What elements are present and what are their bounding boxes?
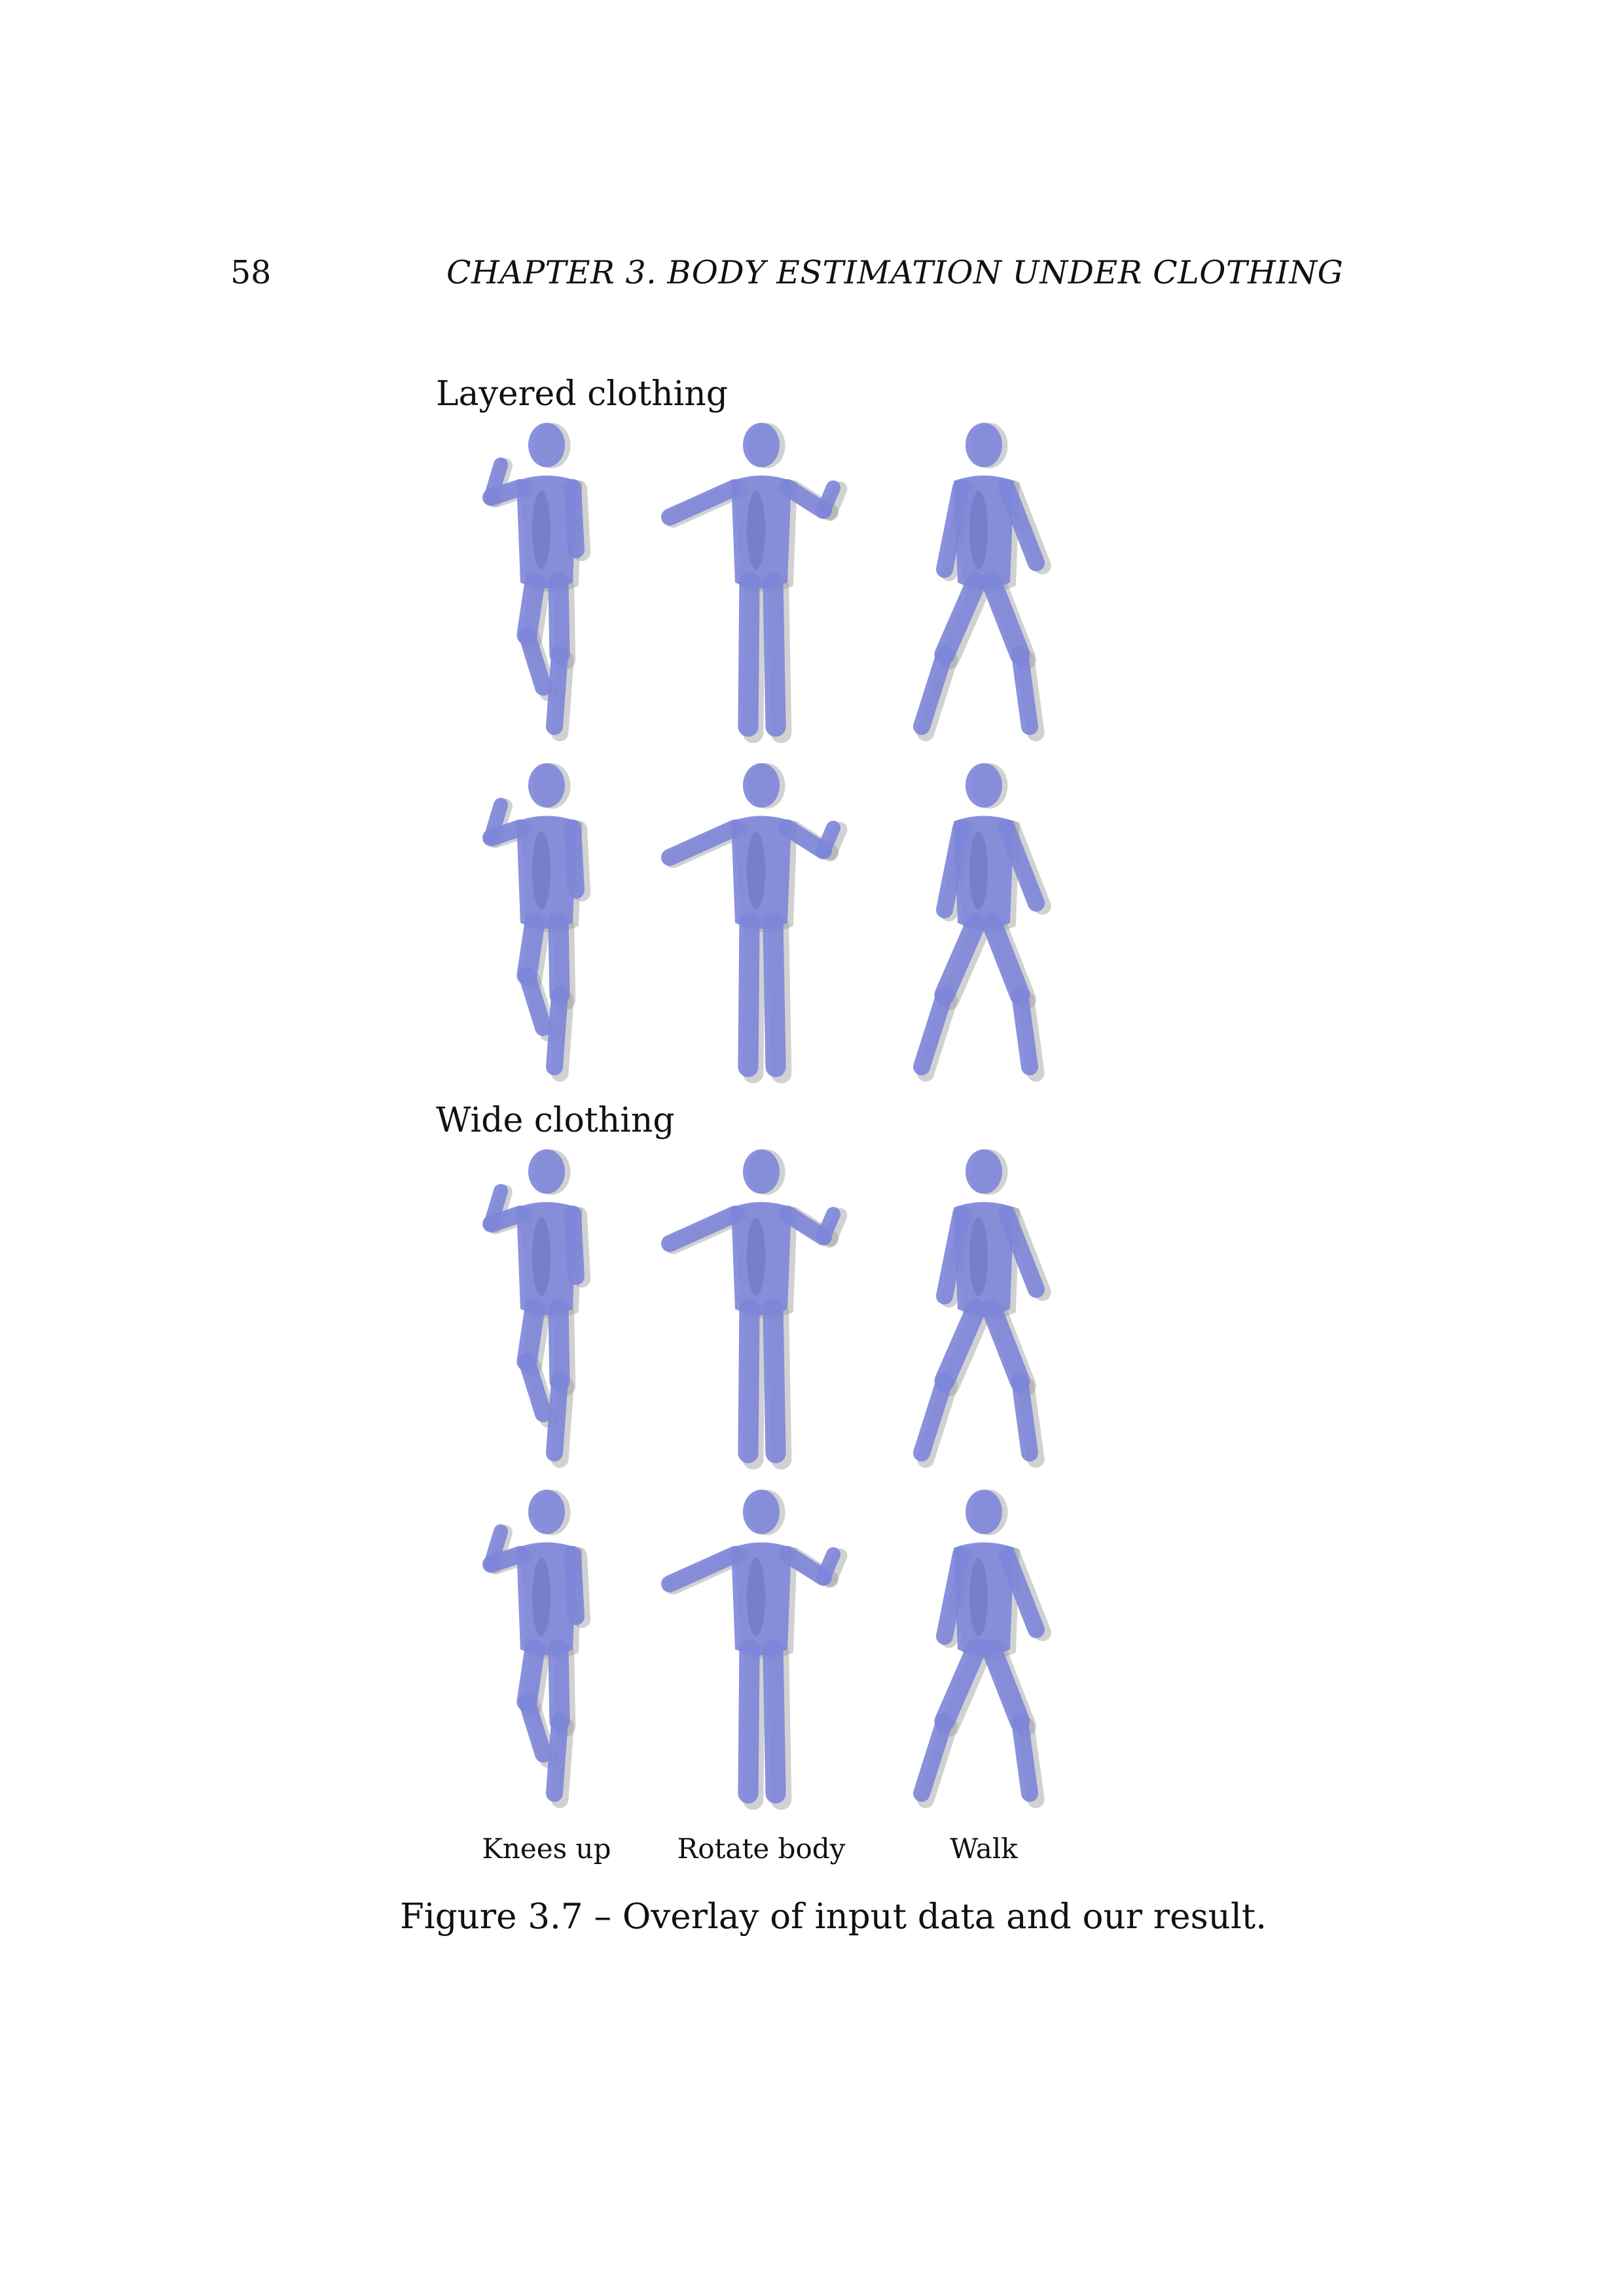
figure-layered-rotate-body-1 bbox=[661, 423, 848, 744]
figure-wide-knees-up-1 bbox=[482, 1149, 591, 1468]
page-number: 58 bbox=[230, 254, 272, 291]
figure-layered-knees-up-1 bbox=[482, 423, 591, 742]
figure-caption: Figure 3.7 – Overlay of input data and o… bbox=[400, 1897, 1267, 1937]
section-label-layered: Layered clothing bbox=[436, 374, 728, 414]
column-label-rotate-body: Rotate body bbox=[677, 1833, 846, 1865]
figure-wide-rotate-body-1 bbox=[661, 1149, 848, 1470]
figure-wide-walk-2 bbox=[913, 1490, 1051, 1808]
figure-layered-knees-up-2 bbox=[482, 763, 591, 1082]
running-head: CHAPTER 3. BODY ESTIMATION UNDER CLOTHIN… bbox=[446, 254, 1344, 291]
figure-wide-walk-1 bbox=[913, 1149, 1051, 1468]
section-label-wide: Wide clothing bbox=[436, 1101, 675, 1140]
figure-layered-rotate-body-2 bbox=[661, 763, 848, 1084]
figure-layered-walk-2 bbox=[913, 763, 1051, 1082]
figure-wide-rotate-body-2 bbox=[661, 1490, 848, 1810]
column-label-walk: Walk bbox=[950, 1833, 1018, 1865]
figure-wide-knees-up-2 bbox=[482, 1490, 591, 1808]
figure-layered-walk-1 bbox=[913, 423, 1051, 742]
column-label-knees-up: Knees up bbox=[482, 1833, 611, 1865]
